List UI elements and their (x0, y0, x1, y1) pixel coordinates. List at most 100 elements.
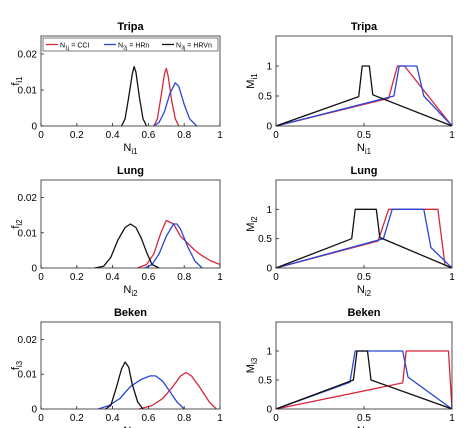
x-axis-label: Ni3 (357, 425, 372, 428)
x-tick-label: 0.8 (177, 130, 191, 141)
y-tick-label: 0 (31, 405, 37, 416)
series-line-1 (139, 371, 217, 409)
x-axis-label: Ni2 (357, 284, 372, 298)
y-tick-label: 0.5 (258, 92, 272, 103)
series-line-1 (137, 219, 220, 268)
x-tick-label: 1 (449, 413, 455, 424)
legend-entry: N1j = CCI (60, 43, 89, 52)
y-tick-label: 0 (31, 122, 37, 133)
x-tick-label: 0.5 (357, 130, 371, 141)
x-tick-label: 0 (273, 413, 279, 424)
subplot-6: 0 0.5 1 0 0.5 1 Beken Ni3 Mi3 (245, 307, 455, 428)
x-tick-label: 1 (449, 130, 455, 141)
legend-entry: N3j = HRVn (176, 43, 212, 52)
svg-text:Ni1: Ni1 (123, 142, 138, 156)
chart-title: Beken (114, 307, 147, 319)
y-tick-label: 0 (266, 405, 272, 416)
svg-text:Ni2: Ni2 (357, 284, 372, 298)
axes-frame (275, 321, 453, 410)
x-tick-label: 0 (38, 413, 44, 424)
y-tick-label: 0 (266, 264, 272, 275)
x-tick-label: 0.4 (106, 130, 120, 141)
x-tick-label: 0.6 (141, 272, 155, 283)
chart-title: Tripa (351, 21, 378, 33)
x-tick-label: 1 (217, 272, 223, 283)
x-tick-label: 0.4 (106, 272, 120, 283)
x-tick-label: 1 (217, 413, 223, 424)
axes-frame (275, 35, 453, 127)
y-tick-label: 0.01 (18, 228, 38, 239)
svg-text:Ni2: Ni2 (123, 284, 138, 298)
subplot-4: 0 0.5 1 0 0.5 1 Lung Ni2 Mi2 (245, 165, 455, 298)
series-line-2 (98, 375, 185, 409)
series-line-2 (276, 208, 452, 268)
x-tick-label: 0 (273, 130, 279, 141)
y-axis-label: Mi1 (245, 73, 259, 89)
svg-text:Mi3: Mi3 (245, 357, 259, 373)
y-tick-label: 0 (266, 122, 272, 133)
chart-title: Lung (117, 165, 144, 177)
series-line-1 (276, 65, 452, 126)
axes-frame (275, 179, 453, 269)
svg-text:fi1: fi1 (10, 76, 24, 86)
subplot-1: 0 0.2 0.4 0.6 0.8 1 0 0.01 0.02 Tripa Ni1 fi1 (10, 21, 223, 156)
x-tick-label: 0.8 (177, 413, 191, 424)
x-tick-label: 0.2 (70, 130, 84, 141)
y-tick-label: 1 (266, 62, 272, 73)
series-line-2 (276, 65, 452, 126)
svg-text:Ni3: Ni3 (123, 425, 138, 428)
y-axis-label: fi3 (10, 360, 24, 370)
chart-title: Tripa (117, 21, 144, 33)
x-tick-label: 0 (38, 272, 44, 283)
x-axis-label: Ni3 (123, 425, 138, 428)
chart-title: Lung (351, 165, 378, 177)
x-axis-label: Ni2 (123, 284, 138, 298)
svg-text:fi2: fi2 (10, 219, 24, 229)
legend-entry: N2j = HRn (118, 43, 149, 52)
series-line-3 (120, 65, 148, 126)
y-tick-label: 0.01 (18, 86, 38, 97)
y-tick-label: 0 (31, 264, 37, 275)
series-line-3 (94, 223, 160, 268)
x-tick-label: 1 (217, 130, 223, 141)
subplot-2: 0 0.5 1 0 0.5 1 Tripa Ni1 Mi1 (245, 21, 455, 156)
series-line-1 (276, 350, 452, 409)
x-tick-label: 0.4 (106, 413, 120, 424)
chart-title: Beken (347, 307, 380, 319)
series-line-1 (153, 67, 180, 126)
axes-frame (40, 35, 221, 127)
y-axis-label: fi2 (10, 219, 24, 229)
y-tick-label: 0.5 (258, 234, 272, 245)
y-tick-label: 1 (266, 347, 272, 358)
y-tick-label: 0.02 (18, 50, 38, 61)
svg-text:Ni3: Ni3 (357, 425, 372, 428)
y-tick-label: 1 (266, 205, 272, 216)
svg-text:Mi2: Mi2 (245, 216, 259, 232)
x-tick-label: 1 (449, 272, 455, 283)
x-tick-label: 0.5 (357, 413, 371, 424)
series-line-2 (153, 82, 198, 126)
svg-text:fi3: fi3 (10, 360, 24, 370)
series-line-3 (276, 350, 452, 409)
subplot-5: 0 0.2 0.4 0.6 0.8 1 0 0.01 0.02 Beken Ni3 fi3 (10, 307, 223, 428)
series-line-3 (276, 65, 452, 126)
x-tick-label: 0.6 (141, 413, 155, 424)
subplot-3: 0 0.2 0.4 0.6 0.8 1 0 0.01 0.02 Lung Ni2 fi2 (10, 165, 223, 298)
axes-frame (40, 321, 221, 410)
x-tick-label: 0.5 (357, 272, 371, 283)
series-line-3 (105, 361, 144, 409)
y-tick-label: 0.02 (18, 335, 38, 346)
y-tick-label: 0.5 (258, 376, 272, 387)
y-axis-label: Mi2 (245, 216, 259, 232)
x-tick-label: 0.2 (70, 272, 84, 283)
y-axis-label: fi1 (10, 76, 24, 86)
x-tick-label: 0 (38, 130, 44, 141)
svg-text:Ni1: Ni1 (357, 142, 372, 156)
x-tick-label: 0.2 (70, 413, 84, 424)
x-axis-label: Ni1 (123, 142, 138, 156)
svg-text:Mi1: Mi1 (245, 73, 259, 89)
y-axis-label: Mi3 (245, 357, 259, 373)
series-line-2 (276, 350, 452, 409)
series-line-2 (144, 223, 203, 268)
